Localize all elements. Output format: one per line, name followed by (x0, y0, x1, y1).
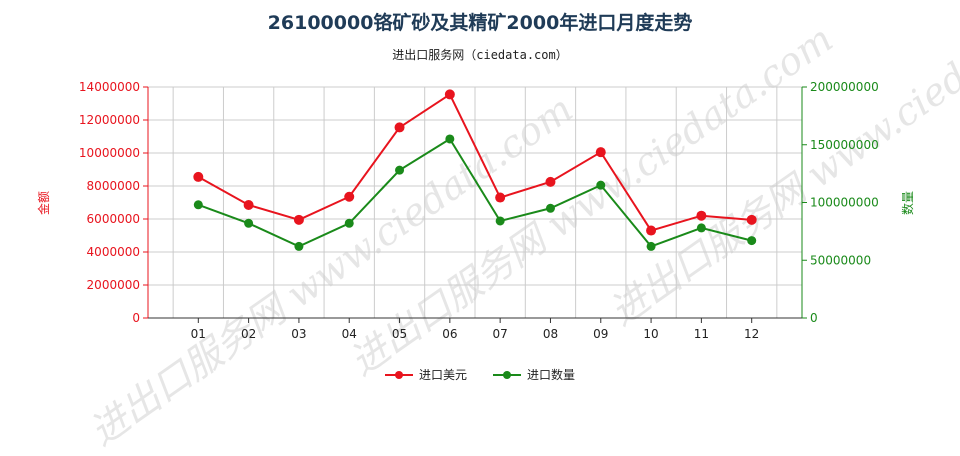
y-tick-label-left: 12000000 (79, 113, 140, 127)
y-tick-label-left: 2000000 (87, 278, 140, 292)
legend-swatch-usd (384, 370, 413, 380)
series-line-qty (197, 137, 752, 248)
y-tick-label-right: 150000000 (810, 138, 879, 152)
data-point-qty (344, 218, 354, 228)
x-tick-label: 06 (442, 327, 457, 341)
x-tick-label: 04 (342, 327, 357, 341)
y-tick-label-right: 0 (810, 311, 818, 325)
data-point-qty (696, 223, 706, 233)
y-tick-label-left: 0 (132, 311, 140, 325)
chart-title: 26100000铬矿砂及其精矿2000年进口月度走势 (267, 12, 693, 34)
legend-label-usd: 进口美元 (418, 368, 467, 382)
data-point-qty (646, 241, 656, 251)
x-tick-label: 05 (392, 327, 407, 341)
x-tick-label: 03 (291, 327, 306, 341)
x-tick-label: 08 (543, 327, 558, 341)
data-point-usd (696, 210, 707, 221)
data-point-qty (747, 236, 757, 246)
y-tick-label-left: 6000000 (87, 212, 140, 226)
x-tick-label: 02 (241, 327, 256, 341)
data-point-qty (244, 218, 254, 228)
y-tick-label-right: 200000000 (810, 80, 879, 94)
data-point-usd (545, 176, 556, 187)
data-point-usd (595, 147, 606, 158)
data-point-usd (646, 225, 657, 236)
data-point-qty (294, 241, 304, 251)
chart-plot: 0200000040000006000000800000010000000120… (36, 80, 915, 341)
x-tick-label: 07 (493, 327, 508, 341)
data-point-usd (495, 192, 506, 203)
legend-swatch-qty (493, 370, 521, 380)
data-point-usd (193, 171, 204, 182)
legend: 进口美元 进口数量 (0, 366, 960, 383)
data-point-qty (495, 216, 505, 226)
data-point-qty (545, 203, 555, 213)
legend-item-usd[interactable]: 进口美元 (384, 366, 467, 383)
x-tick-label: 11 (694, 327, 709, 341)
data-point-usd (746, 214, 757, 225)
x-tick-label: 10 (643, 327, 658, 341)
x-tick-label: 09 (593, 327, 608, 341)
y-tick-label-right: 100000000 (810, 196, 879, 210)
y-tick-label-left: 4000000 (87, 245, 140, 259)
y-tick-label-left: 14000000 (79, 80, 140, 94)
data-point-usd (243, 199, 254, 210)
x-tick-label: 01 (191, 327, 206, 341)
data-point-usd (444, 89, 455, 100)
y-tick-label-right: 50000000 (810, 253, 871, 267)
y-axis-title-right: 数量 (900, 191, 915, 215)
legend-item-qty[interactable]: 进口数量 (493, 366, 575, 383)
data-point-usd (293, 214, 304, 225)
chart-subtitle: 进出口服务网（ciedata.com） (392, 48, 568, 62)
y-axis-title-left: 金额 (36, 191, 51, 215)
data-point-usd (344, 191, 355, 202)
y-tick-label-left: 10000000 (79, 146, 140, 160)
data-point-qty (193, 200, 203, 210)
data-point-qty (445, 134, 455, 144)
series-line-usd (197, 92, 752, 232)
legend-label-qty: 进口数量 (527, 368, 576, 382)
x-tick-label: 12 (744, 327, 759, 341)
data-point-usd (394, 122, 405, 133)
data-point-qty (596, 180, 606, 190)
data-point-qty (395, 165, 405, 175)
y-tick-label-left: 8000000 (87, 179, 140, 193)
